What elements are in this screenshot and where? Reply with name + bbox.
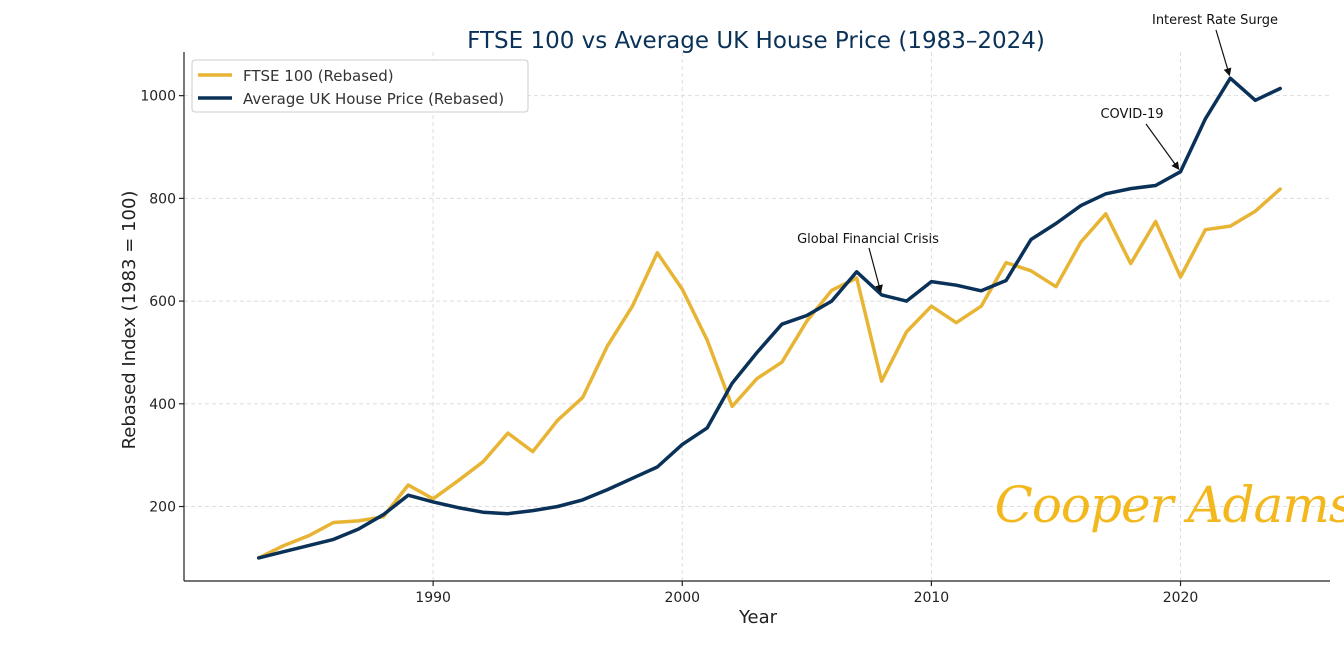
annotation-arrow xyxy=(868,247,883,293)
axes-layer xyxy=(183,52,1330,582)
annotation-arrow xyxy=(1145,123,1180,171)
x-axis-label: Year xyxy=(738,607,778,628)
chart-title: FTSE 100 vs Average UK House Price (1983… xyxy=(467,28,1045,54)
annotations-layer: Global Financial Crisis COVID-19 Interest … xyxy=(797,13,1278,293)
x-tick-label: 2000 xyxy=(664,590,700,606)
ftse-100-line xyxy=(256,187,1282,560)
y-tick-label: 600 xyxy=(149,294,176,310)
x-tick-label: 1990 xyxy=(415,590,451,606)
x-tick-label: 2020 xyxy=(1163,590,1199,606)
y-tick-label: 400 xyxy=(149,397,176,413)
x-tick-label: 2010 xyxy=(914,590,950,606)
ticks-layer: 1990 2000 2010 2020 200 400 600 800 1000 xyxy=(140,89,1198,606)
house-price-line xyxy=(256,76,1282,560)
legend: FTSE 100 (Rebased) Average UK House Pric… xyxy=(191,59,529,113)
legend-label-house-price: Average UK House Price (Rebased) xyxy=(243,90,504,108)
legend-label-ftse: FTSE 100 (Rebased) xyxy=(243,67,394,85)
y-tick-label: 200 xyxy=(149,500,176,516)
annotation-label: Global Financial Crisis xyxy=(797,232,939,247)
grid-layer xyxy=(184,52,1330,581)
annotation-label: Interest Rate Surge xyxy=(1152,13,1278,28)
y-tick-label: 800 xyxy=(149,191,176,207)
y-tick-label: 1000 xyxy=(140,89,176,105)
cooper-adams-logo: Cooper Adams xyxy=(995,476,1344,534)
legend-box xyxy=(191,59,529,113)
annotation-arrow xyxy=(1215,29,1232,77)
annotation-label: COVID-19 xyxy=(1100,107,1163,122)
y-axis-label: Rebased Index (1983 = 100) xyxy=(119,191,140,450)
series-layer xyxy=(256,76,1282,560)
